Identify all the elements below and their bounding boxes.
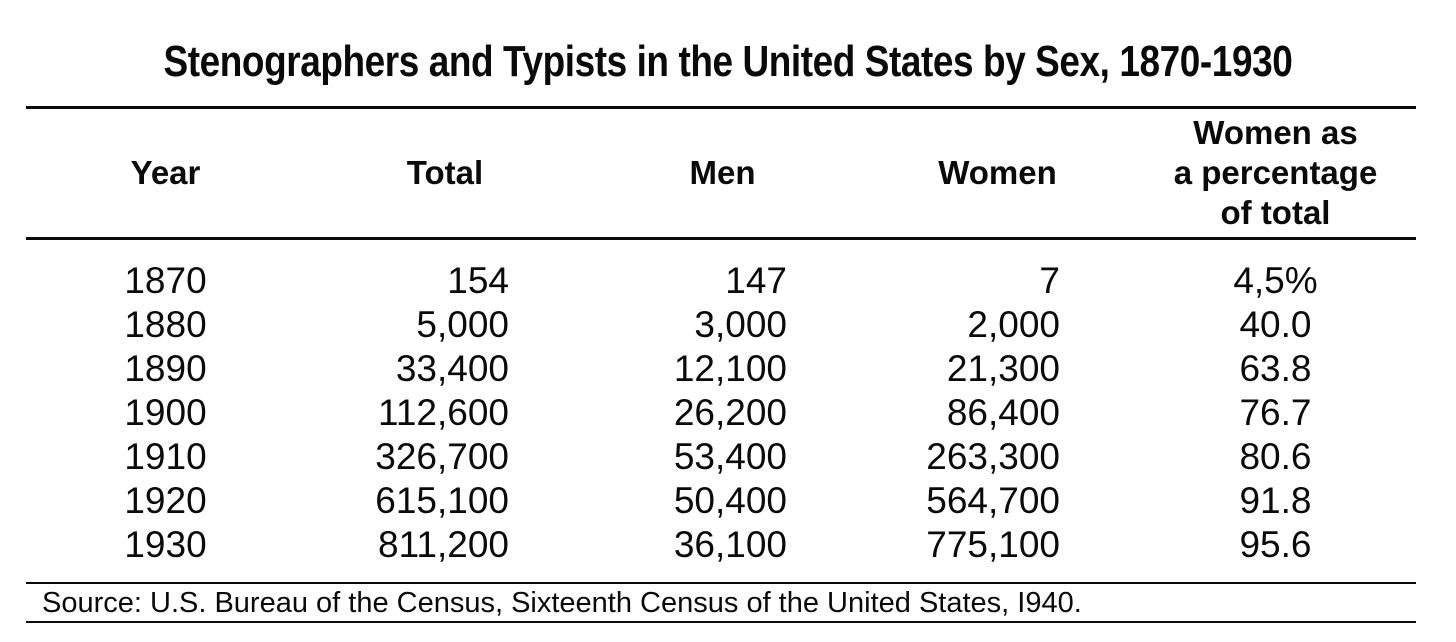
table-cell: 1900 — [124, 391, 207, 433]
header-line: Women as — [1193, 114, 1358, 151]
figure-title-text: Stenographers and Typists in the United … — [163, 37, 1293, 86]
table-cell: 91.8 — [1239, 479, 1312, 521]
table-cell: 4,5% — [1233, 259, 1318, 301]
header-total: Total — [406, 154, 484, 191]
table-cell: 12,100 — [673, 347, 787, 389]
table-cell: 95.6 — [1239, 523, 1312, 565]
table-cell: 2,000 — [967, 303, 1060, 345]
table-row: 1920 615,100 50,400 564,700 91.8 — [26, 479, 1416, 523]
table-cell: 33,400 — [395, 347, 509, 389]
table-cell: 86,400 — [946, 391, 1060, 433]
table-cell: 1910 — [124, 435, 207, 477]
table-header: Year Total Men Women Women as a percenta… — [26, 108, 1416, 239]
table-cell: 53,400 — [673, 435, 787, 477]
table-cell: 76.7 — [1239, 391, 1312, 433]
table-cell: 263,300 — [926, 435, 1060, 477]
table-cell: 147 — [725, 259, 787, 301]
table-cell: 3,000 — [694, 303, 787, 345]
table-cell: 564,700 — [926, 479, 1060, 521]
table-cell: 80.6 — [1239, 435, 1312, 477]
table-cell: 1880 — [124, 303, 207, 345]
table-row: 1900 112,600 26,200 86,400 76.7 — [26, 391, 1416, 435]
table-cell: 21,300 — [946, 347, 1060, 389]
header-year: Year — [130, 154, 201, 191]
table-body: 1870 154 147 7 4,5% 1880 5,000 3,000 2,000 40.0 18… — [26, 239, 1416, 583]
table-cell: 1930 — [124, 523, 207, 565]
table-cell: 1890 — [124, 347, 207, 389]
table-cell: 112,600 — [378, 391, 509, 433]
table-cell: 26,200 — [673, 391, 787, 433]
table-row: 1930 811,200 36,100 775,100 95.6 — [26, 523, 1416, 567]
header-men: Men — [689, 154, 756, 191]
table-cell: 775,100 — [926, 523, 1060, 565]
table-cell: 1870 — [124, 259, 207, 301]
header-women: Women — [938, 154, 1057, 191]
table-row: 1910 326,700 53,400 263,300 80.6 — [26, 435, 1416, 479]
header-line: of total — [1220, 194, 1331, 231]
table-cell: 326,700 — [375, 435, 509, 477]
table-cell: 811,200 — [378, 523, 509, 565]
table-cell: 154 — [447, 259, 509, 301]
table-cell: 615,100 — [375, 479, 509, 521]
table-cell: 40.0 — [1239, 303, 1312, 345]
table-cell: 7 — [1039, 259, 1060, 301]
table-cell: 50,400 — [673, 479, 787, 521]
data-table: Year Total Men Women Women as a percenta… — [26, 106, 1416, 584]
table-cell: 1920 — [124, 479, 207, 521]
header-women-percentage: Women as a percentage of total — [1135, 108, 1416, 239]
table-cell: 63.8 — [1239, 347, 1312, 389]
source-note: Source: U.S. Bureau of the Census, Sixte… — [26, 586, 1416, 623]
figure-title: Stenographers and Typists in the United … — [0, 37, 1456, 86]
header-row: Year Total Men Women Women as a percenta… — [26, 108, 1416, 239]
table-cell: 36,100 — [673, 523, 787, 565]
header-line: a percentage — [1173, 154, 1378, 191]
table-row: 1890 33,400 12,100 21,300 63.8 — [26, 347, 1416, 391]
table-row: 1870 154 147 7 4,5% — [26, 259, 1416, 303]
table-cell: 5,000 — [416, 303, 509, 345]
table-row: 1880 5,000 3,000 2,000 40.0 — [26, 303, 1416, 347]
